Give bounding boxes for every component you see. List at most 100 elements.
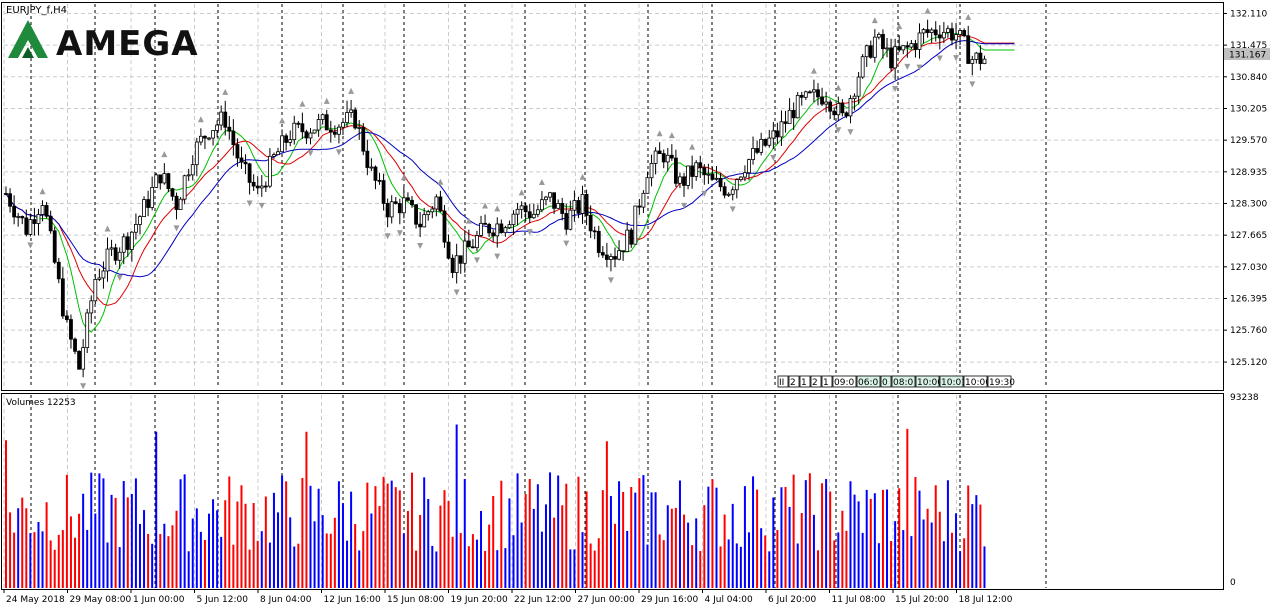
candle-body (239, 157, 244, 163)
candle-body (946, 28, 950, 33)
candle-body (190, 164, 195, 176)
candle-body (89, 300, 94, 314)
time-tick-label: 22 Jun 12:00 (514, 595, 571, 605)
candle-body (186, 174, 191, 177)
candle-body (105, 248, 110, 272)
candle-body (893, 46, 898, 69)
timebar-cell (810, 375, 822, 388)
fractal-arrow-icon (892, 85, 899, 92)
candle-body (28, 219, 33, 235)
price-tick-label: 125.120 (1230, 358, 1267, 368)
timebar-cell (939, 375, 964, 388)
candle-body (966, 35, 971, 64)
candle-body (523, 205, 528, 213)
timebar-cell (963, 375, 988, 388)
candle-body (872, 36, 877, 58)
candle-body (495, 223, 500, 237)
candle-body (491, 232, 496, 237)
candle-body (73, 338, 77, 352)
fractal-arrow-icon (770, 154, 777, 161)
timebar-cell-label: 09:0 (834, 378, 854, 388)
fractal-arrow-icon (323, 97, 330, 104)
candle-body (933, 29, 938, 36)
candle-body (292, 122, 297, 141)
time-tick-label: 15 Jul 20:00 (895, 595, 949, 605)
candle-body (621, 250, 626, 253)
candle-body (454, 255, 459, 273)
fractal-arrow-icon (701, 190, 708, 197)
candle-body (324, 114, 329, 131)
candle-body (146, 199, 151, 208)
fractal-arrow-icon (538, 179, 545, 186)
fractal-arrow-icon (494, 253, 501, 260)
candle-body (397, 203, 402, 214)
candle-body (381, 180, 386, 204)
price-tick-label: 127.030 (1230, 263, 1267, 273)
candle-body (909, 43, 914, 48)
time-tick-label: 24 May 2018 (6, 595, 65, 605)
candlesticks (4, 19, 987, 378)
fractal-arrow-icon (197, 116, 204, 123)
price-panel (1, 2, 1224, 391)
timebar-cell-label: 2 (812, 378, 818, 388)
candle-body (682, 176, 686, 186)
fractal-arrow-icon (916, 64, 923, 71)
candle-body (962, 30, 967, 37)
candle-body (12, 205, 17, 218)
candle-body (669, 154, 674, 159)
candle-body (85, 312, 90, 348)
time-tick-label: 18 Jul 12:00 (959, 595, 1013, 605)
candle-body (393, 201, 398, 204)
timebar-cell-label: 0 (882, 378, 888, 388)
fractal-arrow-icon (494, 205, 501, 212)
fractal-arrow-icon (473, 257, 480, 264)
candle-body (609, 256, 613, 260)
candle-body (674, 157, 678, 184)
candle-body (81, 347, 86, 370)
candle-body (929, 29, 934, 33)
fractal-arrow-icon (969, 81, 976, 88)
timebar-cell (799, 375, 811, 388)
candle-body (231, 130, 236, 145)
candle-body (503, 227, 508, 234)
timebar-cell-label: 10:00 (965, 378, 991, 388)
price-tick-label: 130.205 (1230, 104, 1267, 114)
candle-body (686, 165, 690, 186)
candle-body (434, 196, 439, 210)
price-tick-label: 128.935 (1230, 168, 1267, 178)
candle-body (418, 223, 423, 228)
fractal-arrow-icon (936, 55, 943, 62)
candle-body (414, 204, 418, 225)
fractal-arrow-icon (656, 130, 663, 137)
timebar-cell-label: 10:01 (941, 378, 967, 388)
candle-body (763, 139, 768, 146)
candle-body (422, 214, 427, 228)
candle-body (430, 208, 435, 213)
candle-body (718, 177, 723, 188)
candle-body (203, 135, 207, 139)
candle-body (385, 203, 390, 218)
candle-body (101, 270, 106, 279)
candle-body (637, 205, 642, 208)
candle-body (564, 213, 569, 230)
amega-logo-icon (8, 20, 48, 58)
candle-body (901, 45, 906, 51)
timebar-cell (777, 375, 789, 388)
fractal-arrow-icon (39, 188, 46, 195)
fractal-arrow-icon (173, 225, 180, 232)
candle-body (722, 186, 727, 196)
candle-body (4, 193, 8, 195)
timebar-cell-label: II (779, 378, 784, 388)
timebar-cell (915, 375, 940, 388)
candle-body (255, 185, 260, 189)
candle-body (816, 89, 820, 98)
candle-body (531, 213, 536, 219)
candle-body (511, 213, 516, 226)
candle-body (410, 199, 414, 206)
candle-body (714, 177, 719, 180)
candle-body (247, 163, 252, 183)
candle-body (215, 124, 220, 131)
fractal-arrow-icon (307, 150, 314, 157)
candle-body (194, 141, 199, 166)
candle-body (65, 315, 69, 320)
